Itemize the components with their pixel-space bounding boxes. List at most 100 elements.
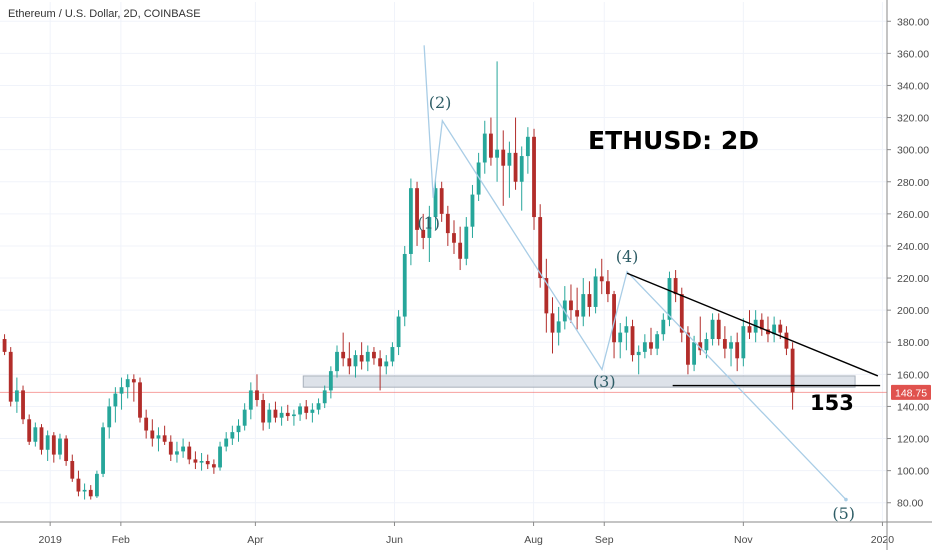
candle-body [507,152,512,166]
candle-body [618,332,623,343]
candle-body [439,188,444,214]
x-tick-label: 2019 [38,534,62,546]
candle-body [322,390,327,404]
candle-body [378,358,383,367]
wave-label: (2) [429,93,452,112]
x-tick-label: Feb [112,534,130,546]
candle-body [365,351,370,362]
wave-label: (3) [593,372,616,391]
candle-body [218,446,222,468]
candles-layer [2,61,795,500]
candle-body [704,339,709,351]
candle-body [14,390,19,402]
y-tick-label: 360.00 [897,48,929,60]
candle-body [21,390,25,420]
candle-body [532,136,536,218]
candle-body [255,390,259,401]
x-tick-label: Apr [247,534,264,546]
support-zone-layer [0,375,887,393]
candle-body [741,326,746,359]
candle-body [353,355,358,367]
candle-body [630,326,635,356]
y-tick-label: 220.00 [897,273,929,285]
candle-body [138,382,142,418]
x-tick-label: Aug [524,534,543,546]
candle-body [33,427,38,442]
candle-body [310,409,315,413]
candle-body [273,409,278,418]
candle-body [70,461,75,479]
y-tick-label: 140.00 [897,401,929,413]
candle-body [667,278,672,320]
candle-body [205,461,210,465]
candle-body [421,229,426,238]
candle-body [64,438,69,462]
candle-body [193,459,198,463]
x-tick-label: Nov [734,534,753,546]
candle-body [125,379,130,388]
candle-body [316,403,321,410]
candle-body [408,188,413,254]
candle-body [328,371,333,391]
candle-body [415,188,419,230]
candle-body [778,324,783,333]
candle-body [482,133,487,163]
candle-body [772,324,777,335]
candle-body [612,294,616,343]
y-tick-label: 300.00 [897,145,929,157]
wave-end-marker [844,497,848,502]
candle-body [673,278,678,295]
candle-body [476,162,481,195]
candle-body [525,136,530,157]
candle-body [267,409,272,423]
wave-label: (5) [832,504,855,523]
candle-body [144,417,149,431]
candle-body [501,149,506,166]
candle-body [131,379,136,383]
candle-body [661,319,666,335]
candle-body [168,441,173,455]
candle-body [230,432,235,439]
headline-annotation: ETHUSD: 2D [588,126,759,155]
candle-body [692,342,697,365]
candle-body [544,278,549,314]
candle-body [550,313,555,333]
candle-body [175,451,179,455]
elliott-wave-path [423,45,847,500]
y-tick-label: 380.00 [897,16,929,28]
candle-body [605,281,610,295]
candle-body [747,326,752,333]
candle-body [101,427,105,474]
y-tick-label: 80.00 [897,498,923,510]
candle-body [242,409,247,426]
candle-body [95,473,99,497]
candle-body [538,217,543,279]
candle-body [107,406,112,428]
candle-body [224,438,229,447]
candle-body [359,355,364,362]
candle-body [82,489,87,492]
candle-body [39,427,44,450]
candle-body [458,242,463,259]
candle-body [88,489,93,497]
last-price-value: 148.75 [895,387,927,399]
candle-body [51,435,56,455]
candle-body [495,149,499,158]
candle-body [236,425,241,433]
y-tick-label: 120.00 [897,434,929,446]
y-tick-label: 100.00 [897,466,929,478]
candle-body [285,412,290,417]
candle-body [593,276,598,307]
candle-body [150,430,155,439]
last-price-tag-background [891,384,931,400]
candle-body [722,339,727,349]
candle-body [304,406,309,413]
x-tick-label: Jun [386,534,403,546]
candle-body [624,326,629,333]
candle-body [384,361,389,367]
candle-body [156,435,161,439]
candle-body [2,339,7,352]
candle-body [113,393,118,407]
candle-body [790,348,795,393]
